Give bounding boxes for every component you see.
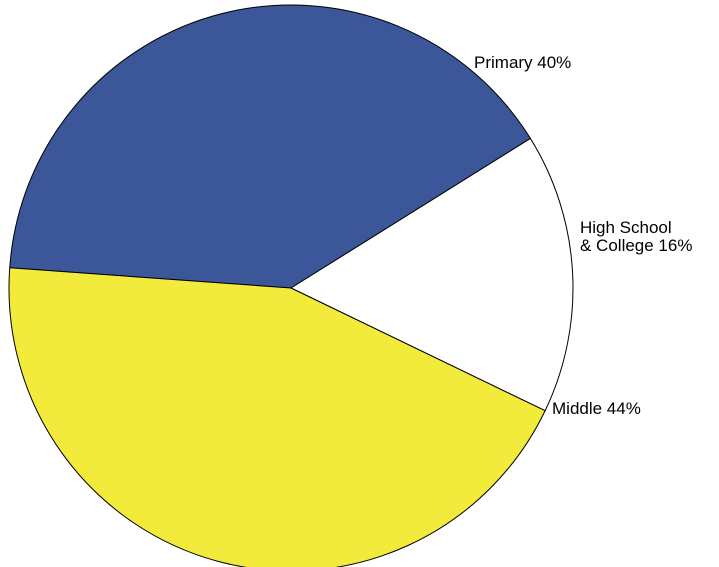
pie-slice xyxy=(290,137,574,412)
pie-slice xyxy=(8,267,546,567)
pie-slices xyxy=(8,4,574,567)
pie-labels: Primary 40% High School & College 16% Middl… xyxy=(474,53,692,418)
slice-label-line: & College 16% xyxy=(580,236,692,255)
slice-label: Primary 40% xyxy=(474,53,571,72)
pie-slice xyxy=(9,4,531,289)
slice-label-line: Primary 40% xyxy=(474,53,571,72)
slice-label: High School & College 16% xyxy=(580,218,692,255)
slice-label-line: Middle 44% xyxy=(552,399,641,418)
slice-label: Middle 44% xyxy=(552,399,641,418)
slice-label-line: High School xyxy=(580,218,672,237)
